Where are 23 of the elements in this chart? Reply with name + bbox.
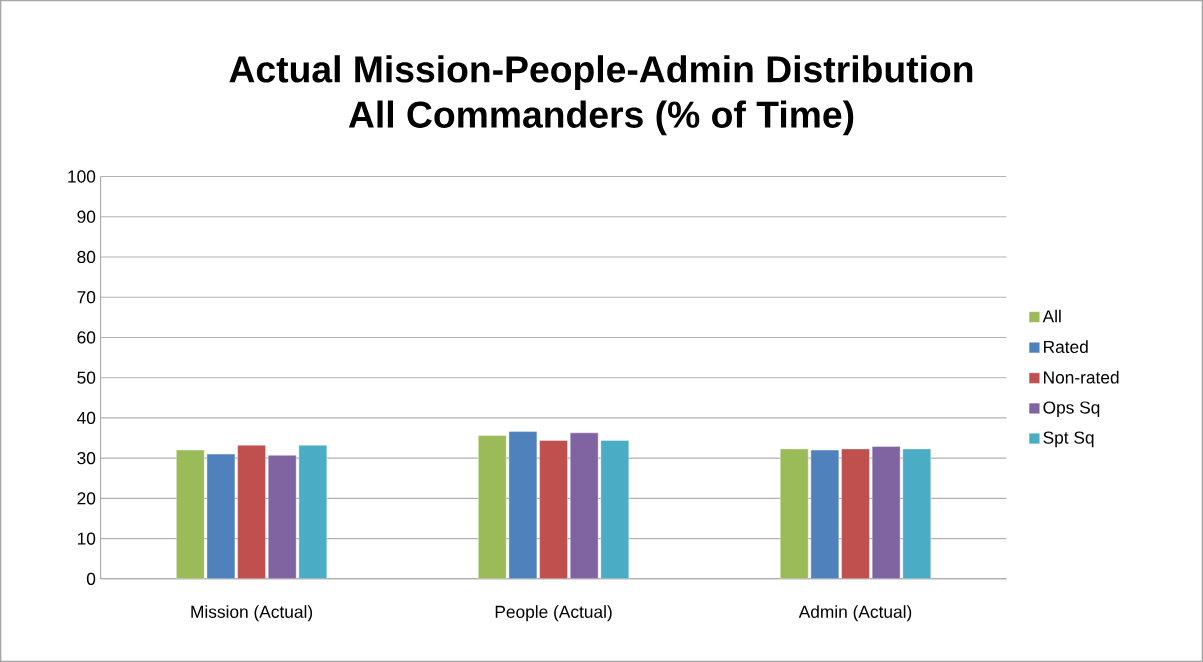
legend-label: Ops Sq	[1043, 401, 1100, 418]
bar	[268, 455, 297, 579]
legend-label: All	[1042, 309, 1061, 323]
x-tick-label: Admin (Actual)	[798, 605, 912, 622]
bar	[298, 445, 328, 579]
x-tick-label: People (Actual)	[495, 605, 612, 622]
x-tick-label: Mission (Actual)	[191, 605, 313, 622]
y-tick-label: 80	[77, 250, 96, 264]
legend-label: Non-rated	[1044, 370, 1119, 384]
y-tick-label: 10	[77, 532, 96, 545]
legend-label: Rated	[1044, 340, 1088, 353]
y-tick-label: 0	[86, 572, 96, 585]
chart-title: Actual Mission-People-Admin Distribution All Commanders (% of Time)	[229, 55, 973, 136]
bar	[841, 448, 870, 579]
y-tick-label: 20	[77, 492, 96, 505]
y-tick-label: 70	[77, 291, 96, 304]
y-tick-label: 30	[77, 451, 96, 465]
y-tick-label: 40	[77, 411, 96, 424]
y-tick-label: 100	[68, 170, 96, 183]
y-tick-label: 60	[77, 331, 96, 344]
y-tick-label: 90	[77, 210, 96, 223]
y-tick-label: 50	[77, 371, 96, 384]
legend-label: Spt Sq	[1043, 431, 1094, 448]
